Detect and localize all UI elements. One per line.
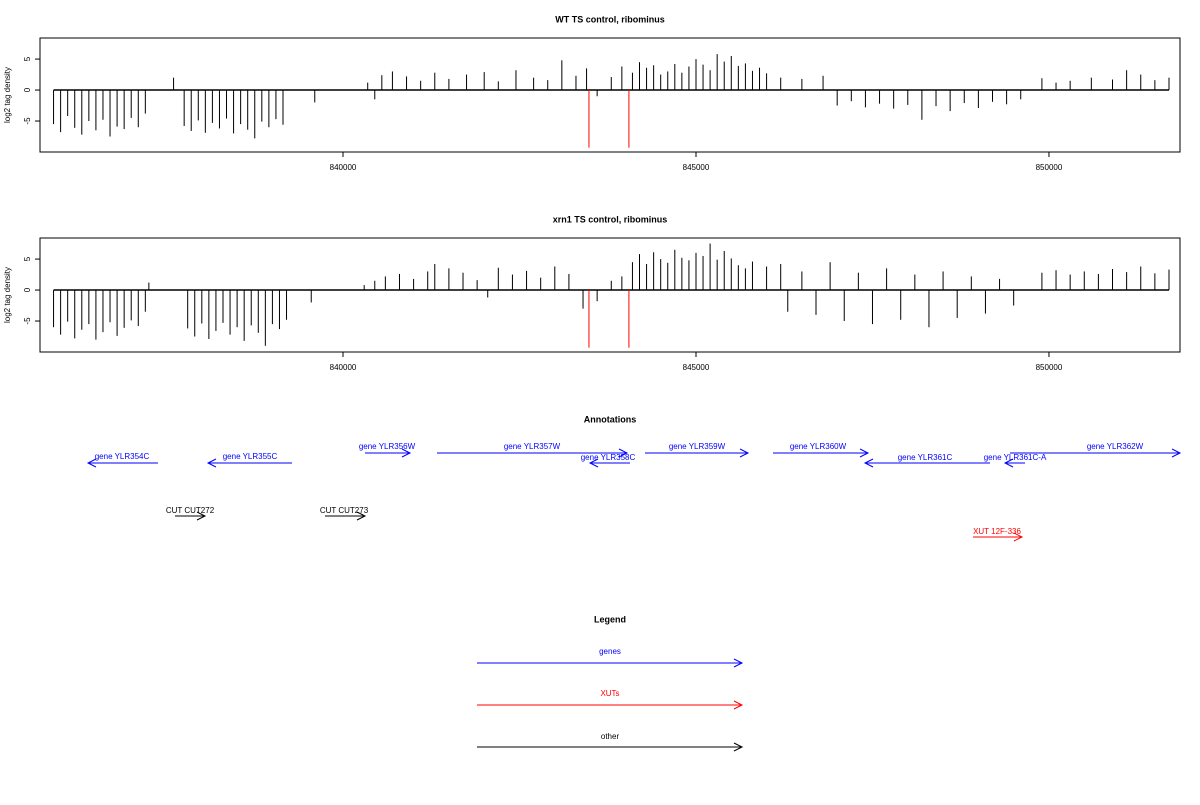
cut-arrow-head <box>196 511 207 521</box>
gene-arrow-head <box>588 458 599 468</box>
cut-label: CUT CUT273 <box>320 506 369 515</box>
gene-label: gene YLR360W <box>790 442 847 451</box>
annotations-title: Annotations <box>584 414 637 424</box>
legend-arrow-head <box>733 742 744 752</box>
legend-label: XUTs <box>600 689 619 698</box>
gene-arrow-head <box>859 448 870 458</box>
x-tick-label: 845000 <box>683 363 710 372</box>
chart-title: WT TS control, ribominus <box>555 14 665 24</box>
gene-label: gene YLR355C <box>223 452 278 461</box>
y-tick-label: 5 <box>23 256 32 261</box>
x-tick-label: 850000 <box>1036 363 1063 372</box>
cut-arrow-head <box>356 511 367 521</box>
gene-label: gene YLR354C <box>95 452 150 461</box>
cut-label: CUT CUT272 <box>166 506 215 515</box>
legend-title: Legend <box>594 614 626 624</box>
y-tick-label: -5 <box>23 117 32 125</box>
gene-arrow-head <box>618 448 629 458</box>
gene-label: gene YLR362W <box>1087 442 1144 451</box>
gene-label: gene YLR361C-A <box>984 453 1047 462</box>
chart-title: xrn1 TS control, ribominus <box>553 214 668 224</box>
x-tick-label: 840000 <box>330 363 357 372</box>
gene-arrow-head <box>1003 458 1014 468</box>
legend-arrow-head <box>733 658 744 668</box>
gene-arrow-head <box>1171 448 1182 458</box>
y-tick-label: 5 <box>23 56 32 61</box>
gene-arrow-head <box>401 448 412 458</box>
gene-arrow-head <box>739 448 750 458</box>
x-tick-label: 845000 <box>683 163 710 172</box>
legend-label: other <box>601 732 620 741</box>
gene-label: gene YLR357W <box>504 442 561 451</box>
gene-label: gene YLR356W <box>359 442 416 451</box>
gene-label: gene YLR361C <box>898 453 953 462</box>
y-tick-label: 0 <box>23 287 32 292</box>
gene-arrow-head <box>863 458 874 468</box>
x-tick-label: 850000 <box>1036 163 1063 172</box>
legend-arrow-head <box>733 700 744 710</box>
y-axis-label: log2 tag density <box>3 67 12 123</box>
gene-arrow-head <box>206 458 217 468</box>
gene-label: gene YLR358C <box>581 453 636 462</box>
x-tick-label: 840000 <box>330 163 357 172</box>
y-tick-label: -5 <box>23 317 32 325</box>
gene-label: gene YLR359W <box>669 442 726 451</box>
legend-label: genes <box>599 647 621 656</box>
gene-arrow-head <box>86 458 97 468</box>
y-axis-label: log2 tag density <box>3 267 12 323</box>
xut-arrow-head <box>1013 532 1024 542</box>
plot-frame <box>39 37 1181 153</box>
xut-label: XUT 12F-336 <box>973 527 1021 536</box>
y-tick-label: 0 <box>23 87 32 92</box>
plot-frame <box>39 237 1181 353</box>
